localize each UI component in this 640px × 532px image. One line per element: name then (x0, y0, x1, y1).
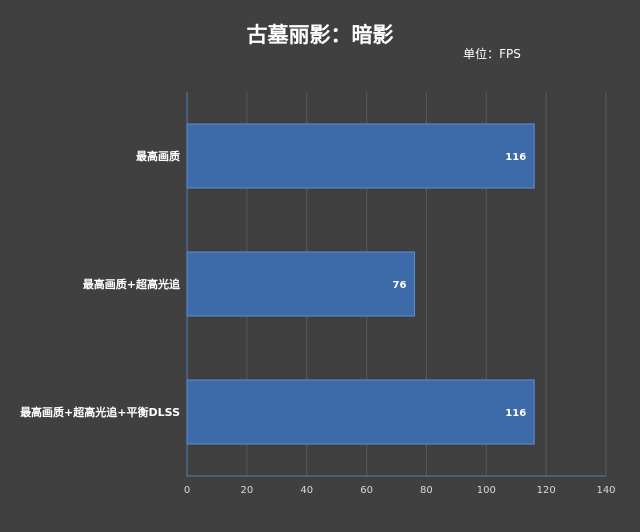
x-tick-label: 0 (184, 485, 190, 496)
category-label: 最高画质+超高光追+平衡DLSS (20, 405, 180, 419)
chart-title: 古墓丽影：暗影 (247, 23, 394, 47)
data-label: 76 (393, 280, 407, 291)
bars (186, 123, 535, 445)
x-tick-label: 100 (477, 485, 496, 496)
bar (186, 251, 415, 317)
x-tick-label: 20 (240, 485, 253, 496)
data-label: 116 (505, 408, 526, 419)
x-tick-label: 80 (420, 485, 433, 496)
bar (186, 123, 535, 189)
data-label: 116 (505, 152, 526, 163)
labels: 最高画质 116 最高画质+超高光追 76 最高画质+超高光追+平衡DLSS 116 (20, 149, 526, 419)
x-axis-ticks: 0 20 40 60 80 100 120 140 (184, 485, 616, 496)
x-tick-label: 120 (537, 485, 556, 496)
unit-label: 单位：FPS (463, 46, 521, 61)
bar (186, 379, 535, 445)
x-tick-label: 60 (360, 485, 373, 496)
x-tick-label: 40 (300, 485, 313, 496)
x-tick-label: 140 (596, 485, 615, 496)
category-label: 最高画质+超高光追 (83, 277, 181, 291)
category-label: 最高画质 (136, 149, 180, 163)
